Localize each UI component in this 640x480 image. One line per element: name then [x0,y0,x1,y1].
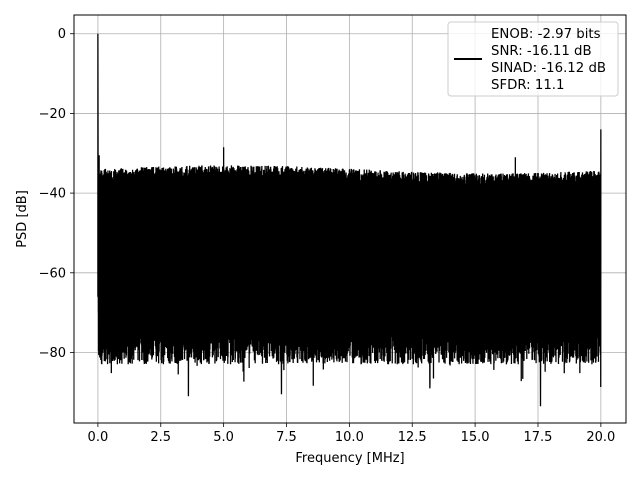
x-axis-ticks: 0.0 2.5 5.0 7.5 10.0 12.5 15.0 17.5 20.0 [88,423,615,445]
y-axis-label: PSD [dB] [15,190,30,248]
x-tick-label: 12.5 [398,430,427,445]
psd-line [97,33,602,407]
y-tick-label: −80 [39,346,66,361]
legend-label-line: ENOB: -2.97 bits [491,27,601,42]
y-tick-label: −60 [39,266,66,281]
x-tick-label: 20.0 [586,430,615,445]
y-tick-label: −20 [39,107,66,122]
legend-box [447,21,619,97]
x-tick-label: 15.0 [461,430,490,445]
x-tick-label: 7.5 [276,430,297,445]
psd-trace [97,33,602,407]
x-tick-label: 10.0 [335,430,364,445]
x-tick-label: 5.0 [213,430,234,445]
y-tick-label: −40 [39,187,66,202]
legend-label-line: SFDR: 11.1 [491,78,564,93]
axes-frame [73,14,627,424]
legend-label-line: SINAD: -16.12 dB [491,61,606,76]
x-tick-label: 2.5 [150,430,171,445]
legend-label-line: SNR: -16.11 dB [491,44,592,59]
x-tick-label: 17.5 [524,430,553,445]
y-axis-ticks: 0 −20 −40 −60 −80 [39,27,74,361]
legend: ENOB: -2.97 bits SNR: -16.11 dB SINAD: -16… [447,21,619,97]
x-axis-label: Frequency [MHz] [295,451,404,466]
y-tick-label: 0 [58,27,66,42]
legend-label: ENOB: -2.97 bits SNR: -16.11 dB SINAD: -16… [491,27,606,93]
x-tick-label: 0.0 [88,430,109,445]
